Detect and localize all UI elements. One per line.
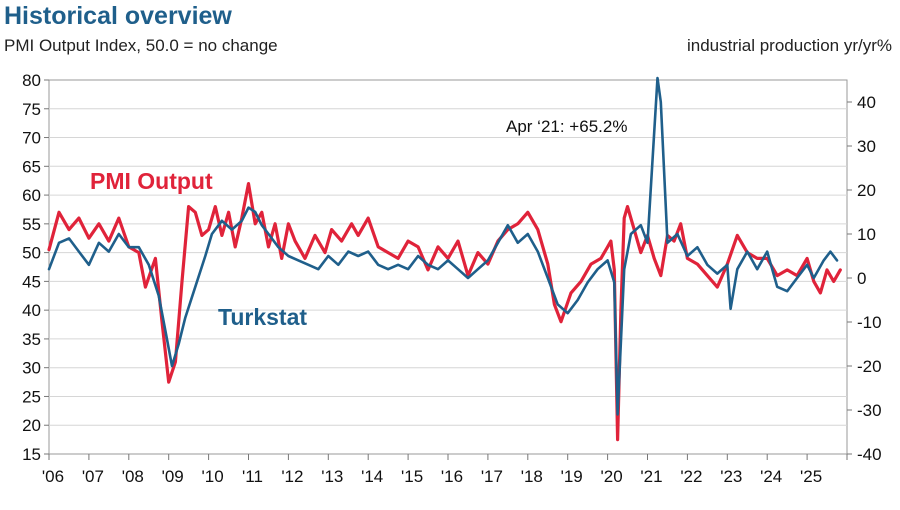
series-label-turkstat: Turkstat bbox=[218, 304, 307, 330]
series-line-pmi-output bbox=[47, 182, 842, 442]
left-tick-label: 80 bbox=[22, 71, 41, 90]
right-axis-title: industrial production yr/yr% bbox=[686, 36, 892, 55]
x-tick-label: '07 bbox=[82, 467, 104, 486]
left-tick-label: 75 bbox=[22, 100, 41, 119]
left-tick-label: 35 bbox=[22, 330, 41, 349]
x-tick-label: '19 bbox=[561, 467, 583, 486]
left-tick-label: 25 bbox=[22, 387, 41, 406]
right-tick-label: -20 bbox=[857, 357, 882, 376]
x-axis-ticks: '06 '07 '08 '09 '10 '11 '12 '13 '14 '15 '16 '17 '18 '… bbox=[42, 454, 848, 486]
x-tick-label: '13 bbox=[321, 467, 343, 486]
left-tick-label: 30 bbox=[22, 359, 41, 378]
right-tick-label: -30 bbox=[857, 401, 882, 420]
right-tick-label: 20 bbox=[857, 181, 876, 200]
series-label-pmi-output: PMI Output bbox=[90, 168, 213, 194]
x-tick-label: '08 bbox=[122, 467, 144, 486]
left-tick-label: 55 bbox=[22, 215, 41, 234]
x-tick-label: '21 bbox=[640, 467, 662, 486]
right-tick-label: 30 bbox=[857, 137, 876, 156]
left-tick-label: 65 bbox=[22, 157, 41, 176]
x-tick-label: '23 bbox=[720, 467, 742, 486]
x-tick-label: '24 bbox=[760, 467, 782, 486]
right-axis-ticks: 40 30 20 10 0 -10 -20 -30 -40 bbox=[847, 93, 882, 464]
right-tick-label: 40 bbox=[857, 93, 876, 112]
right-tick-label: -40 bbox=[857, 445, 882, 464]
x-tick-label: '10 bbox=[202, 467, 224, 486]
right-tick-label: 10 bbox=[857, 225, 876, 244]
x-tick-label: '16 bbox=[441, 467, 463, 486]
series-lines bbox=[47, 76, 842, 442]
series-line-turkstat bbox=[47, 76, 839, 416]
left-tick-label: 15 bbox=[22, 445, 41, 464]
left-axis-ticks: 80 75 70 65 60 55 50 45 40 35 30 25 20 15 bbox=[22, 71, 49, 464]
left-tick-label: 45 bbox=[22, 272, 41, 291]
left-tick-label: 70 bbox=[22, 129, 41, 148]
left-tick-label: 60 bbox=[22, 186, 41, 205]
x-tick-label: '18 bbox=[521, 467, 543, 486]
x-tick-label: '11 bbox=[242, 467, 263, 486]
left-tick-label: 20 bbox=[22, 416, 41, 435]
right-tick-label: 0 bbox=[857, 269, 866, 288]
x-tick-label: '20 bbox=[601, 467, 623, 486]
x-tick-label: '17 bbox=[481, 467, 503, 486]
peak-annotation: Apr ‘21: +65.2% bbox=[506, 117, 627, 136]
x-tick-label: '14 bbox=[361, 467, 383, 486]
x-tick-label: '09 bbox=[162, 467, 184, 486]
left-axis-title: PMI Output Index, 50.0 = no change bbox=[4, 36, 278, 55]
x-tick-label: '22 bbox=[680, 467, 702, 486]
x-tick-label: '06 bbox=[42, 467, 64, 486]
x-tick-label: '12 bbox=[281, 467, 303, 486]
right-tick-label: -10 bbox=[857, 313, 882, 332]
left-tick-label: 50 bbox=[22, 244, 41, 263]
left-tick-label: 40 bbox=[22, 301, 41, 320]
chart-title: Historical overview bbox=[4, 2, 232, 30]
x-tick-label: '25 bbox=[800, 467, 822, 486]
x-tick-label: '15 bbox=[401, 467, 423, 486]
